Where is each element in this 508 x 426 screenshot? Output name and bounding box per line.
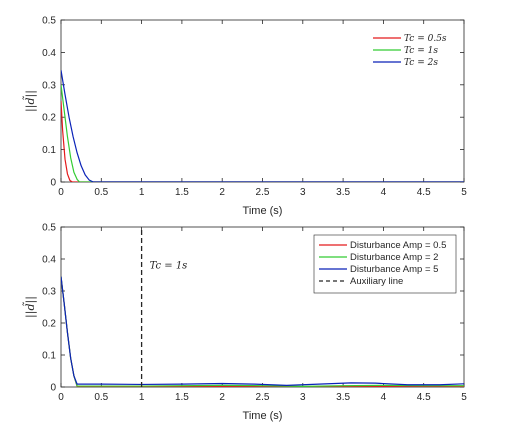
y-tick-label: 0.5 [42, 16, 56, 27]
x-tick-label: 4 [381, 187, 387, 198]
legend-label: Disturbance Amp = 0.5 [350, 240, 446, 251]
plot-area [61, 70, 464, 182]
x-tick-label: 0.5 [94, 187, 108, 198]
x-axis-label: Time (s) [243, 410, 283, 422]
legend-label: Disturbance Amp = 5 [350, 264, 438, 275]
annotation-label: Tc = 1s [150, 261, 188, 272]
y-tick-label: 0.2 [42, 319, 56, 330]
legend-label: Tc = 0.5s [404, 34, 447, 44]
x-tick-label: 2.5 [256, 187, 270, 198]
x-tick-label: 2 [219, 392, 225, 403]
x-tick-label: 0.5 [94, 392, 108, 403]
x-tick-label: 1.5 [175, 187, 189, 198]
series-line [61, 84, 464, 182]
legend-label: Disturbance Amp = 2 [350, 252, 438, 263]
legend-label: Auxiliary line [350, 276, 403, 287]
series-line [61, 70, 464, 182]
bottom-chart: 0 0.5 1 1.5 2 2.5 3 3.5 4 4.5 5 0 0.1 0.2 0.3 0.4 0.5 Tim… [23, 223, 468, 423]
x-tick-label: 4.5 [417, 392, 431, 403]
y-tick-label: 0.1 [42, 145, 56, 156]
y-tick-label: 0.5 [42, 223, 56, 234]
x-tick-label: 4.5 [417, 187, 431, 198]
top-chart: 0 0.5 1 1.5 2 2.5 3 3.5 4 4.5 5 0 0.1 0.2 0.3 0.4 0.5 Tim… [23, 16, 468, 218]
x-tick-label: 0 [58, 392, 64, 403]
x-tick-label: 3 [300, 392, 306, 403]
x-tick-label: 1.5 [175, 392, 189, 403]
y-tick-label: 0.4 [42, 48, 56, 59]
x-tick-label: 2.5 [256, 392, 270, 403]
legend: Tc = 0.5s Tc = 1s Tc = 2s [367, 27, 457, 75]
x-tick-label: 0 [58, 187, 64, 198]
plot-area [61, 227, 464, 387]
y-tick-label: 0 [50, 383, 56, 394]
legend-box [367, 27, 457, 75]
x-tick-label: 5 [461, 392, 467, 403]
x-tick-label: 3 [300, 187, 306, 198]
y-tick-label: 0.4 [42, 255, 56, 266]
series-line [61, 100, 464, 182]
y-axis-label: ||d̃|| [23, 296, 38, 318]
x-tick-label: 5 [461, 187, 467, 198]
y-tick-label: 0.2 [42, 113, 56, 124]
x-axis-label: Time (s) [243, 205, 283, 217]
legend-label: Tc = 2s [404, 58, 438, 68]
y-axis-label: ||d̃|| [23, 90, 38, 112]
x-tick-label: 3.5 [336, 187, 350, 198]
x-tick-label: 1 [139, 392, 145, 403]
legend-label: Tc = 1s [404, 46, 438, 56]
x-tick-label: 4 [381, 392, 387, 403]
series-line [61, 276, 464, 386]
y-tick-label: 0.1 [42, 351, 56, 362]
y-tick-label: 0 [50, 178, 56, 189]
x-tick-label: 3.5 [336, 392, 350, 403]
x-tick-label: 1 [139, 187, 145, 198]
y-tick-label: 0.3 [42, 80, 56, 91]
y-tick-label: 0.3 [42, 287, 56, 298]
x-tick-label: 2 [219, 187, 225, 198]
